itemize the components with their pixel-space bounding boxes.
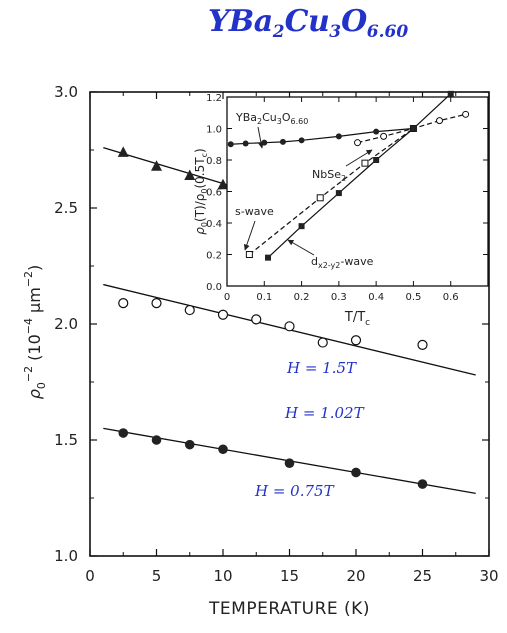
y-tick-label: 1.0 bbox=[54, 547, 78, 565]
data-point-open-circle bbox=[151, 298, 162, 309]
inset-x-axis-title: T/Tc bbox=[344, 310, 370, 328]
inset-point-filled-circle bbox=[242, 140, 249, 147]
y-tick-label: 3.0 bbox=[54, 83, 78, 101]
data-point-open-circle bbox=[251, 314, 262, 325]
inset-point-open-square bbox=[316, 194, 324, 202]
data-point-open-circle bbox=[317, 337, 328, 348]
header-title-part: Cu bbox=[284, 4, 330, 39]
header-title-part: 3 bbox=[329, 22, 342, 42]
inset-y-axis-title: ρ0(T)/ρ0(0.5Tc) bbox=[193, 148, 209, 234]
inset-point-filled-circle bbox=[261, 139, 268, 146]
inset-label-arrow bbox=[257, 126, 264, 149]
y-tick-label: 2.0 bbox=[54, 315, 78, 333]
data-point-filled-circle bbox=[218, 444, 228, 455]
inset-point-open-circle bbox=[436, 117, 444, 125]
y-tick-label: 2.5 bbox=[54, 199, 78, 217]
data-point-open-circle bbox=[118, 298, 129, 309]
inset-point-open-square bbox=[245, 251, 253, 258]
field-annotation: H = 1.5T bbox=[286, 359, 357, 377]
inset-x-tick-label: 0.4 bbox=[368, 292, 384, 303]
data-point-filled-circle bbox=[417, 479, 428, 489]
inset-point-filled-circle bbox=[373, 128, 380, 135]
x-axis-title: TEMPERATURE (K) bbox=[208, 599, 370, 619]
header-title-part: YBa bbox=[208, 4, 273, 39]
inset-point-open-circle bbox=[462, 110, 470, 118]
inset-y-tick-label: 1.0 bbox=[206, 125, 222, 136]
inset-label-arrow bbox=[287, 239, 315, 256]
inset-label-ybco: YBa2Cu3O6.60 bbox=[235, 111, 308, 126]
chart-header-title: YBa2Cu3O6.60 bbox=[208, 4, 448, 48]
data-point-triangle bbox=[117, 146, 129, 157]
data-point-filled-circle bbox=[351, 467, 361, 478]
data-point-open-circle bbox=[417, 339, 428, 350]
inset-series-line bbox=[248, 128, 414, 255]
inset-x-tick-label: 0.2 bbox=[294, 292, 310, 303]
x-tick-label: 20 bbox=[346, 567, 365, 585]
inset-point-filled-square bbox=[298, 223, 305, 230]
data-point-filled-circle bbox=[118, 428, 129, 438]
inset-point-open-circle bbox=[380, 132, 388, 140]
x-tick-label: 30 bbox=[479, 567, 498, 585]
y-axis-title: ρ0−2 (10−4 μm−2) bbox=[22, 265, 48, 400]
data-point-open-circle bbox=[350, 335, 362, 346]
inset-y-tick-label: 0.6 bbox=[206, 188, 222, 199]
inset-point-filled-square bbox=[447, 90, 454, 97]
inset-y-tick-label: 0.8 bbox=[206, 156, 222, 167]
inset-point-filled-square bbox=[265, 254, 272, 261]
inset-label-arrow bbox=[243, 220, 256, 251]
header-title-part: 2 bbox=[272, 22, 285, 42]
inset-label-swave: s-wave bbox=[235, 205, 274, 218]
inset-point-filled-circle bbox=[335, 133, 342, 140]
main-plot: 0 5 10 15 20 25 30 1.0 1.5 2.0 2.5 3.0 TEMPERATURE (… bbox=[22, 83, 499, 619]
data-point-filled-circle bbox=[284, 458, 295, 469]
inset-y-tick-label: 0.4 bbox=[206, 219, 222, 230]
inset-y-tick-label: 0.0 bbox=[206, 282, 222, 293]
x-tick-label: 5 bbox=[152, 567, 162, 585]
data-point-open-circle bbox=[217, 309, 229, 320]
x-tick-label: 0 bbox=[85, 567, 95, 585]
inset-series-line bbox=[267, 93, 452, 259]
data-point-triangle bbox=[151, 160, 162, 171]
inset-plot: 0 0.1 0.2 0.3 0.4 0.5 0.6 0.0 0.2 0.4 0.6 0.8 1.0 1.2… bbox=[193, 90, 489, 328]
x-tick-label: 15 bbox=[280, 567, 299, 585]
data-point-triangle bbox=[217, 178, 229, 190]
inset-point-filled-circle bbox=[298, 137, 305, 144]
data-point-triangle bbox=[184, 169, 196, 181]
x-tick-label: 10 bbox=[213, 567, 232, 585]
inset-point-open-square bbox=[361, 159, 369, 167]
data-point-filled-circle bbox=[151, 435, 162, 445]
inset-x-tick-label: 0.5 bbox=[405, 292, 421, 303]
header-title-part: 6.60 bbox=[366, 22, 409, 42]
inset-x-tick-label: 0 bbox=[224, 292, 230, 303]
inset-x-tick-label: 0.6 bbox=[443, 292, 459, 303]
data-point-filled-circle bbox=[184, 439, 195, 450]
data-point-open-circle bbox=[184, 304, 195, 316]
inset-y-tick-label: 1.2 bbox=[206, 93, 222, 104]
header-title-part: O bbox=[341, 4, 367, 39]
inset-point-filled-square bbox=[373, 157, 380, 163]
inset-point-filled-square bbox=[410, 125, 417, 132]
inset-label-nbse2: NbSe2 bbox=[312, 168, 346, 183]
inset-point-open-circle bbox=[354, 139, 361, 147]
inset-y-tick-label: 0.2 bbox=[206, 251, 222, 262]
inset-point-filled-circle bbox=[227, 141, 234, 148]
field-annotation: H = 1.02T bbox=[284, 404, 365, 422]
inset-series-line bbox=[230, 127, 414, 145]
inset-point-filled-circle bbox=[279, 138, 286, 145]
inset-point-filled-square bbox=[335, 190, 342, 197]
y-tick-label: 1.5 bbox=[54, 431, 78, 449]
inset-x-tick-label: 0.1 bbox=[256, 292, 272, 303]
inset-x-tick-label: 0.3 bbox=[331, 292, 347, 303]
data-point-open-circle bbox=[284, 321, 295, 332]
inset-label-dwave: dx2-y2-wave bbox=[311, 255, 374, 270]
inset-label-arrow bbox=[345, 149, 373, 167]
x-tick-label: 25 bbox=[413, 567, 432, 585]
field-annotation: H = 0.75T bbox=[254, 482, 335, 500]
